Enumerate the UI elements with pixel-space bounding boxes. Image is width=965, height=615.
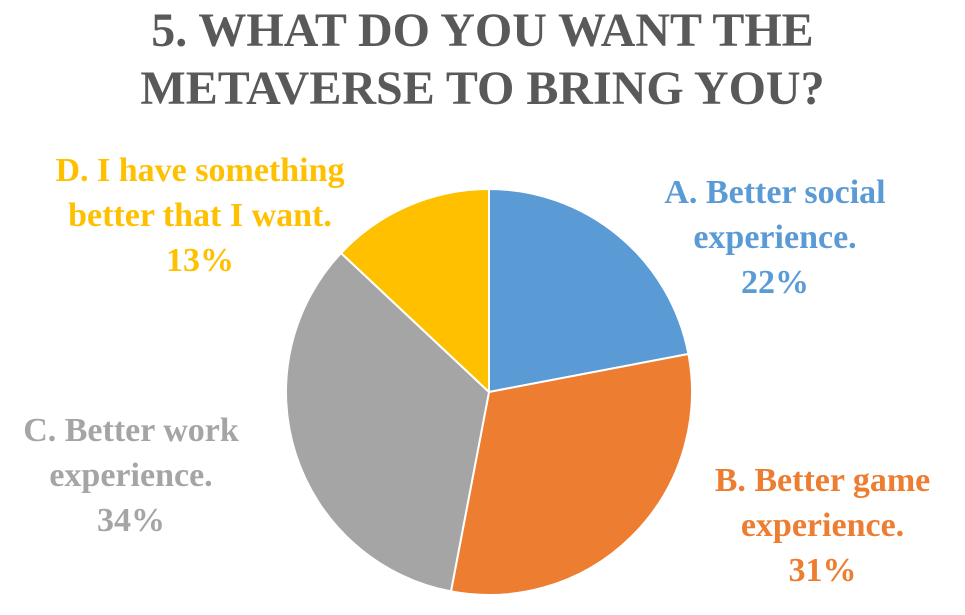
data-label-a-line-1: A. Better social xyxy=(664,174,886,211)
data-label-c-line-1: C. Better work xyxy=(23,412,239,449)
data-label-b-line-2: experience. xyxy=(740,507,905,544)
pie-slice-c xyxy=(285,252,490,593)
data-label-a-line-2: experience. xyxy=(693,219,857,256)
data-label-a: A. Better social experience. 22% xyxy=(640,170,910,305)
data-label-b-value: 31% xyxy=(788,552,857,589)
data-label-d-line-2: better that I want. xyxy=(68,197,332,234)
data-label-b: B. Better game experience. 31% xyxy=(680,458,965,593)
data-label-d-value: 13% xyxy=(166,242,234,279)
data-label-c: C. Better work experience. 34% xyxy=(0,408,262,543)
data-label-c-line-2: experience. xyxy=(49,457,213,494)
data-label-a-value: 22% xyxy=(741,264,809,301)
pie-slice-b xyxy=(449,352,693,596)
data-label-b-line-1: B. Better game xyxy=(714,462,931,499)
chart-title: 5. WHAT DO YOU WANT THE METAVERSE TO BRI… xyxy=(0,2,965,118)
pie-slice-d xyxy=(340,188,490,393)
data-label-d-line-1: D. I have something xyxy=(55,152,345,189)
pie-slice-a xyxy=(488,188,690,393)
chart-title-line-1: 5. WHAT DO YOU WANT THE xyxy=(151,4,814,57)
chart-title-line-2: METAVERSE TO BRING YOU? xyxy=(140,62,825,115)
pie-slices xyxy=(285,188,693,596)
data-label-d: D. I have something better that I want. … xyxy=(30,148,370,283)
data-label-c-value: 34% xyxy=(97,502,165,539)
